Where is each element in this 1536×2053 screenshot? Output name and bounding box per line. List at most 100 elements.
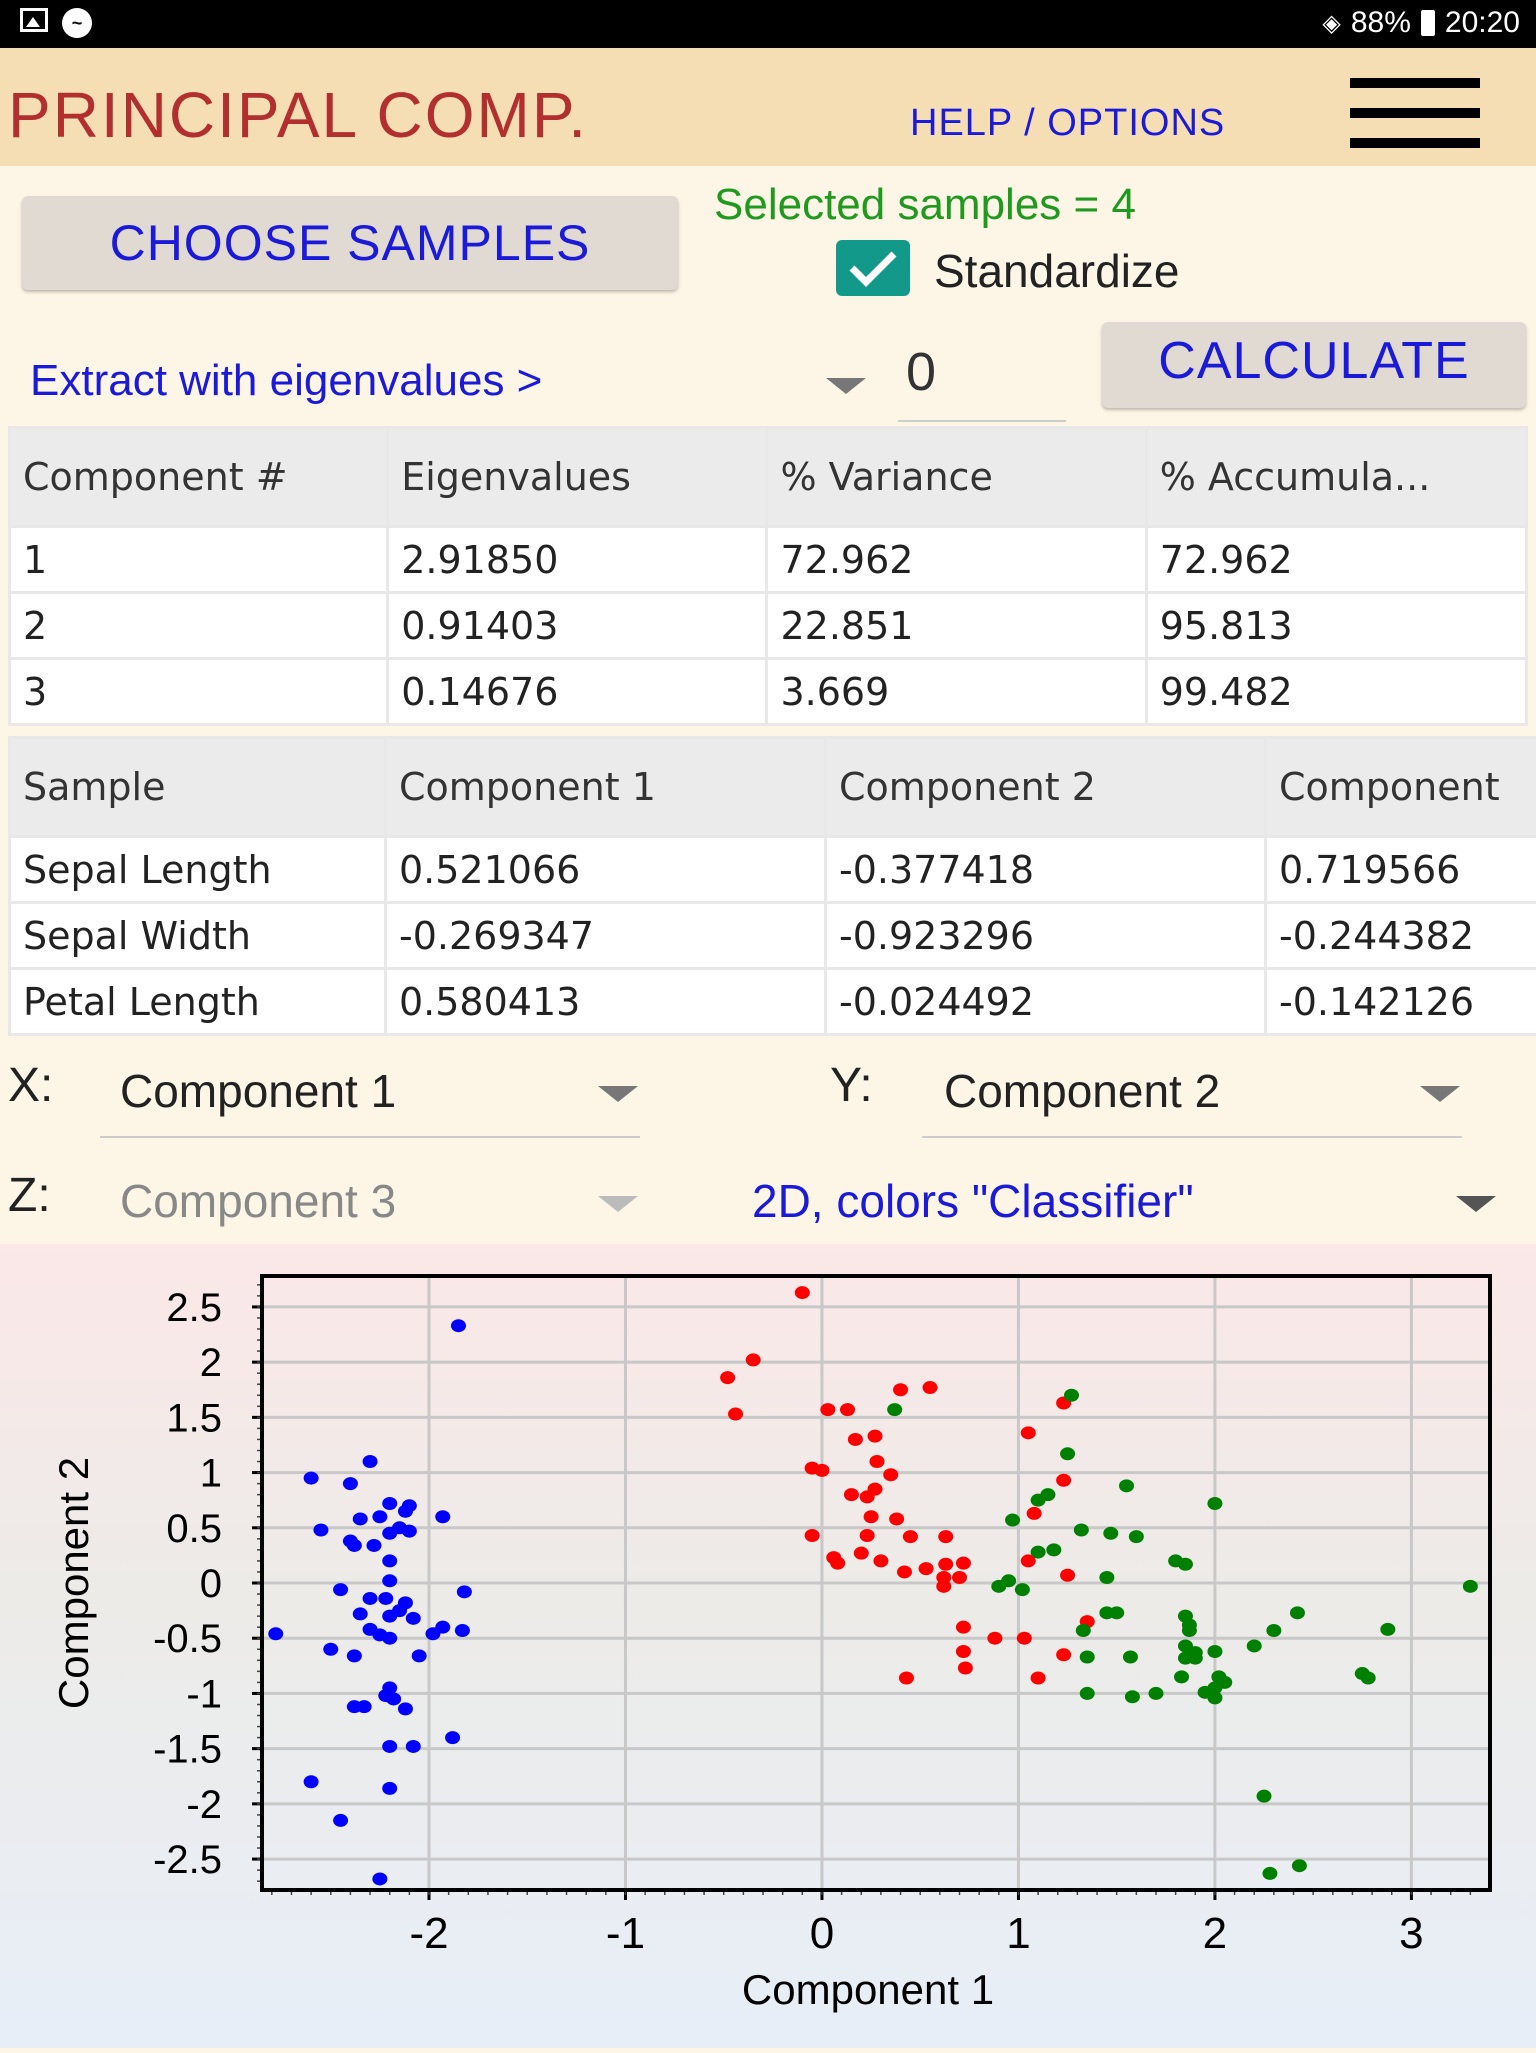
data-point: [1266, 1624, 1281, 1637]
data-point: [1292, 1859, 1307, 1872]
table-cell: 0.521066: [386, 837, 826, 903]
table-row[interactable]: Petal Length 0.580413 -0.024492 -0.14212…: [10, 969, 1536, 1035]
data-point: [952, 1571, 967, 1584]
data-point: [1017, 1632, 1032, 1645]
extract-dropdown-icon[interactable]: [826, 378, 866, 394]
data-point: [382, 1740, 397, 1753]
app-bar: PRINCIPAL COMP. HELP / OPTIONS: [0, 48, 1536, 166]
data-point: [746, 1353, 761, 1366]
column-header[interactable]: Sample: [10, 738, 386, 837]
table-cell: Petal Length: [10, 969, 386, 1035]
x-axis-select-underline: [100, 1136, 640, 1138]
data-point: [382, 1527, 397, 1540]
data-point: [333, 1814, 348, 1827]
y-axis-select[interactable]: Component 2: [944, 1064, 1220, 1118]
x-axis-dropdown-icon[interactable]: [598, 1086, 638, 1102]
column-header[interactable]: Eigenvalues: [388, 428, 767, 527]
data-point: [382, 1497, 397, 1510]
calculate-button[interactable]: CALCULATE: [1102, 322, 1526, 408]
column-header[interactable]: Component #: [10, 428, 388, 527]
column-header[interactable]: % Accumula...: [1146, 428, 1526, 527]
table-cell: 3.669: [767, 659, 1146, 725]
data-point: [382, 1610, 397, 1623]
data-point: [899, 1671, 914, 1684]
wifi-icon: ◈: [1322, 9, 1340, 38]
table-cell: 95.813: [1146, 593, 1526, 659]
data-point: [897, 1565, 912, 1578]
standardize-label: Standardize: [934, 244, 1180, 298]
table-row[interactable]: 1 2.91850 72.962 72.962: [10, 527, 1527, 593]
column-header[interactable]: % Variance: [767, 428, 1146, 527]
data-point: [455, 1624, 470, 1637]
data-point: [991, 1580, 1006, 1593]
clock: 20:20: [1445, 6, 1520, 40]
data-point: [363, 1455, 378, 1468]
data-point: [1099, 1571, 1114, 1584]
data-point: [860, 1490, 875, 1503]
table-cell: 99.482: [1146, 659, 1526, 725]
plot-mode-select[interactable]: 2D, colors "Classifier": [752, 1174, 1194, 1228]
standardize-checkbox[interactable]: [836, 240, 910, 296]
column-header[interactable]: Component: [1266, 738, 1536, 837]
data-point: [353, 1607, 368, 1620]
data-point: [268, 1627, 283, 1640]
data-point: [919, 1562, 934, 1575]
y-tick-label: 1: [200, 1452, 222, 1496]
data-point: [357, 1700, 372, 1713]
table-row[interactable]: Sepal Length 0.521066 -0.377418 0.719566: [10, 837, 1536, 903]
table-header-row: Component # Eigenvalues % Variance % Acc…: [10, 428, 1527, 527]
data-point: [366, 1539, 381, 1552]
data-point: [372, 1510, 387, 1523]
data-point: [1109, 1606, 1124, 1619]
data-point: [938, 1530, 953, 1543]
data-point: [1015, 1583, 1030, 1596]
plot-mode-dropdown-icon[interactable]: [1456, 1196, 1496, 1212]
data-point: [936, 1580, 951, 1593]
y-tick-label: 2: [200, 1341, 222, 1385]
y-axis-dropdown-icon[interactable]: [1420, 1086, 1460, 1102]
data-point: [830, 1557, 845, 1570]
choose-samples-button[interactable]: CHOOSE SAMPLES: [22, 196, 678, 290]
data-point: [869, 1455, 884, 1468]
data-point: [887, 1403, 902, 1416]
column-header[interactable]: Component 1: [386, 738, 826, 837]
table-cell: -0.244382: [1266, 903, 1536, 969]
data-point: [1148, 1687, 1163, 1700]
z-axis-dropdown-icon[interactable]: [598, 1196, 638, 1212]
data-point: [1074, 1523, 1089, 1536]
data-point: [382, 1632, 397, 1645]
table-cell: 72.962: [767, 527, 1146, 593]
battery-icon: [1421, 10, 1435, 36]
data-point: [956, 1621, 971, 1634]
data-point: [333, 1583, 348, 1596]
table-row[interactable]: 3 0.14676 3.669 99.482: [10, 659, 1527, 725]
table-row[interactable]: Sepal Width -0.269347 -0.923296 -0.24438…: [10, 903, 1536, 969]
data-point: [854, 1547, 869, 1560]
hamburger-menu-icon[interactable]: [1350, 78, 1480, 148]
status-bar: ~ ◈ 88% 20:20: [0, 0, 1536, 48]
data-point: [923, 1381, 938, 1394]
data-point: [1123, 1650, 1138, 1663]
data-point: [425, 1627, 440, 1640]
y-axis-select-underline: [922, 1136, 1462, 1138]
x-axis-select[interactable]: Component 1: [120, 1064, 396, 1118]
data-point: [1380, 1623, 1395, 1636]
z-axis-label: Z:: [8, 1168, 51, 1223]
data-point: [1174, 1670, 1189, 1683]
table-row[interactable]: 2 0.91403 22.851 95.813: [10, 593, 1527, 659]
eigenvalue-threshold-input[interactable]: 0: [898, 340, 1066, 422]
data-point: [1125, 1690, 1140, 1703]
image-notification-icon: [20, 8, 48, 32]
table-cell: -0.024492: [826, 969, 1266, 1035]
data-point: [987, 1632, 1002, 1645]
table-cell: 0.719566: [1266, 837, 1536, 903]
help-options-link[interactable]: HELP / OPTIONS: [910, 102, 1225, 145]
data-point: [1056, 1648, 1071, 1661]
data-point: [814, 1464, 829, 1477]
column-header[interactable]: Component 2: [826, 738, 1266, 837]
data-point: [958, 1662, 973, 1675]
z-axis-select[interactable]: Component 3: [120, 1174, 396, 1228]
checkmark-icon: [848, 248, 898, 288]
data-point: [1103, 1527, 1118, 1540]
table-cell: Sepal Length: [10, 837, 386, 903]
